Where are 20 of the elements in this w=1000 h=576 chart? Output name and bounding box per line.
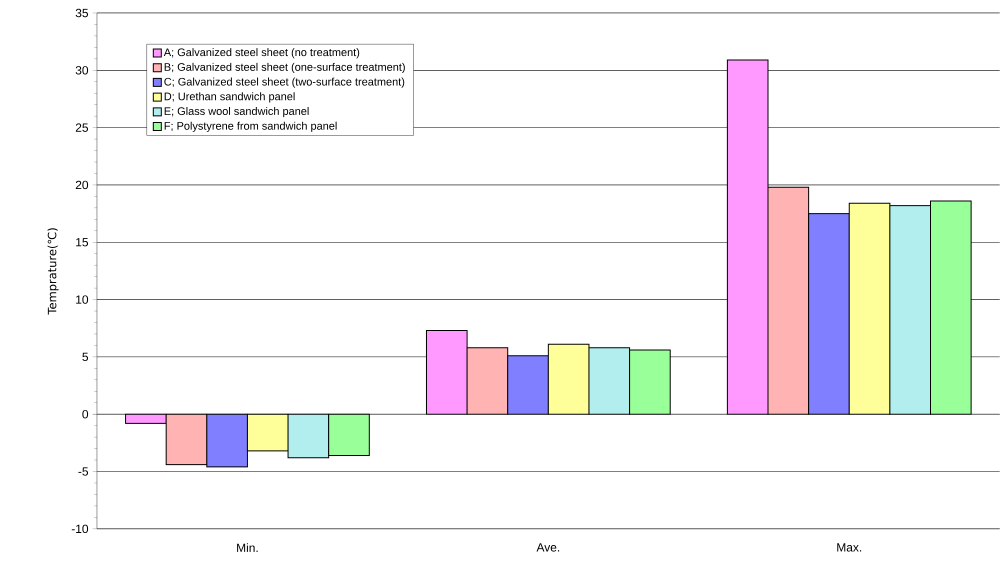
y-tick-label: 5 <box>82 352 88 362</box>
legend-label: A; Galvanized steel sheet (no treatment) <box>164 48 360 58</box>
legend-label: F; Polystyrene from sandwich panel <box>164 122 337 132</box>
legend-label: B; Galvanized steel sheet (one-surface treatment) <box>164 62 405 74</box>
y-tick-label: 15 <box>76 238 88 247</box>
y-axis-title: Temprature(℃) <box>48 228 59 315</box>
x-tick-label: Max. <box>837 543 862 552</box>
legend-label: C; Galvanized steel sheet (two-surface treatment) <box>164 78 404 88</box>
legend-label: E; Glass wool sandwich panel <box>164 107 309 118</box>
y-tick-label: 0 <box>82 410 88 419</box>
y-tick-label: 35 <box>76 8 88 18</box>
x-tick-label: Ave. <box>536 543 560 552</box>
y-tick-label: 25 <box>76 123 88 132</box>
y-tick-label: -10 <box>72 524 88 534</box>
y-tick-label: 30 <box>76 66 88 75</box>
y-tick-label: -5 <box>78 467 88 476</box>
legend-label: D; Urethan sandwich panel <box>164 92 295 103</box>
y-tick-label: 10 <box>76 295 88 304</box>
y-tick-label: 20 <box>76 180 88 190</box>
x-tick-label: Min. <box>237 543 258 552</box>
